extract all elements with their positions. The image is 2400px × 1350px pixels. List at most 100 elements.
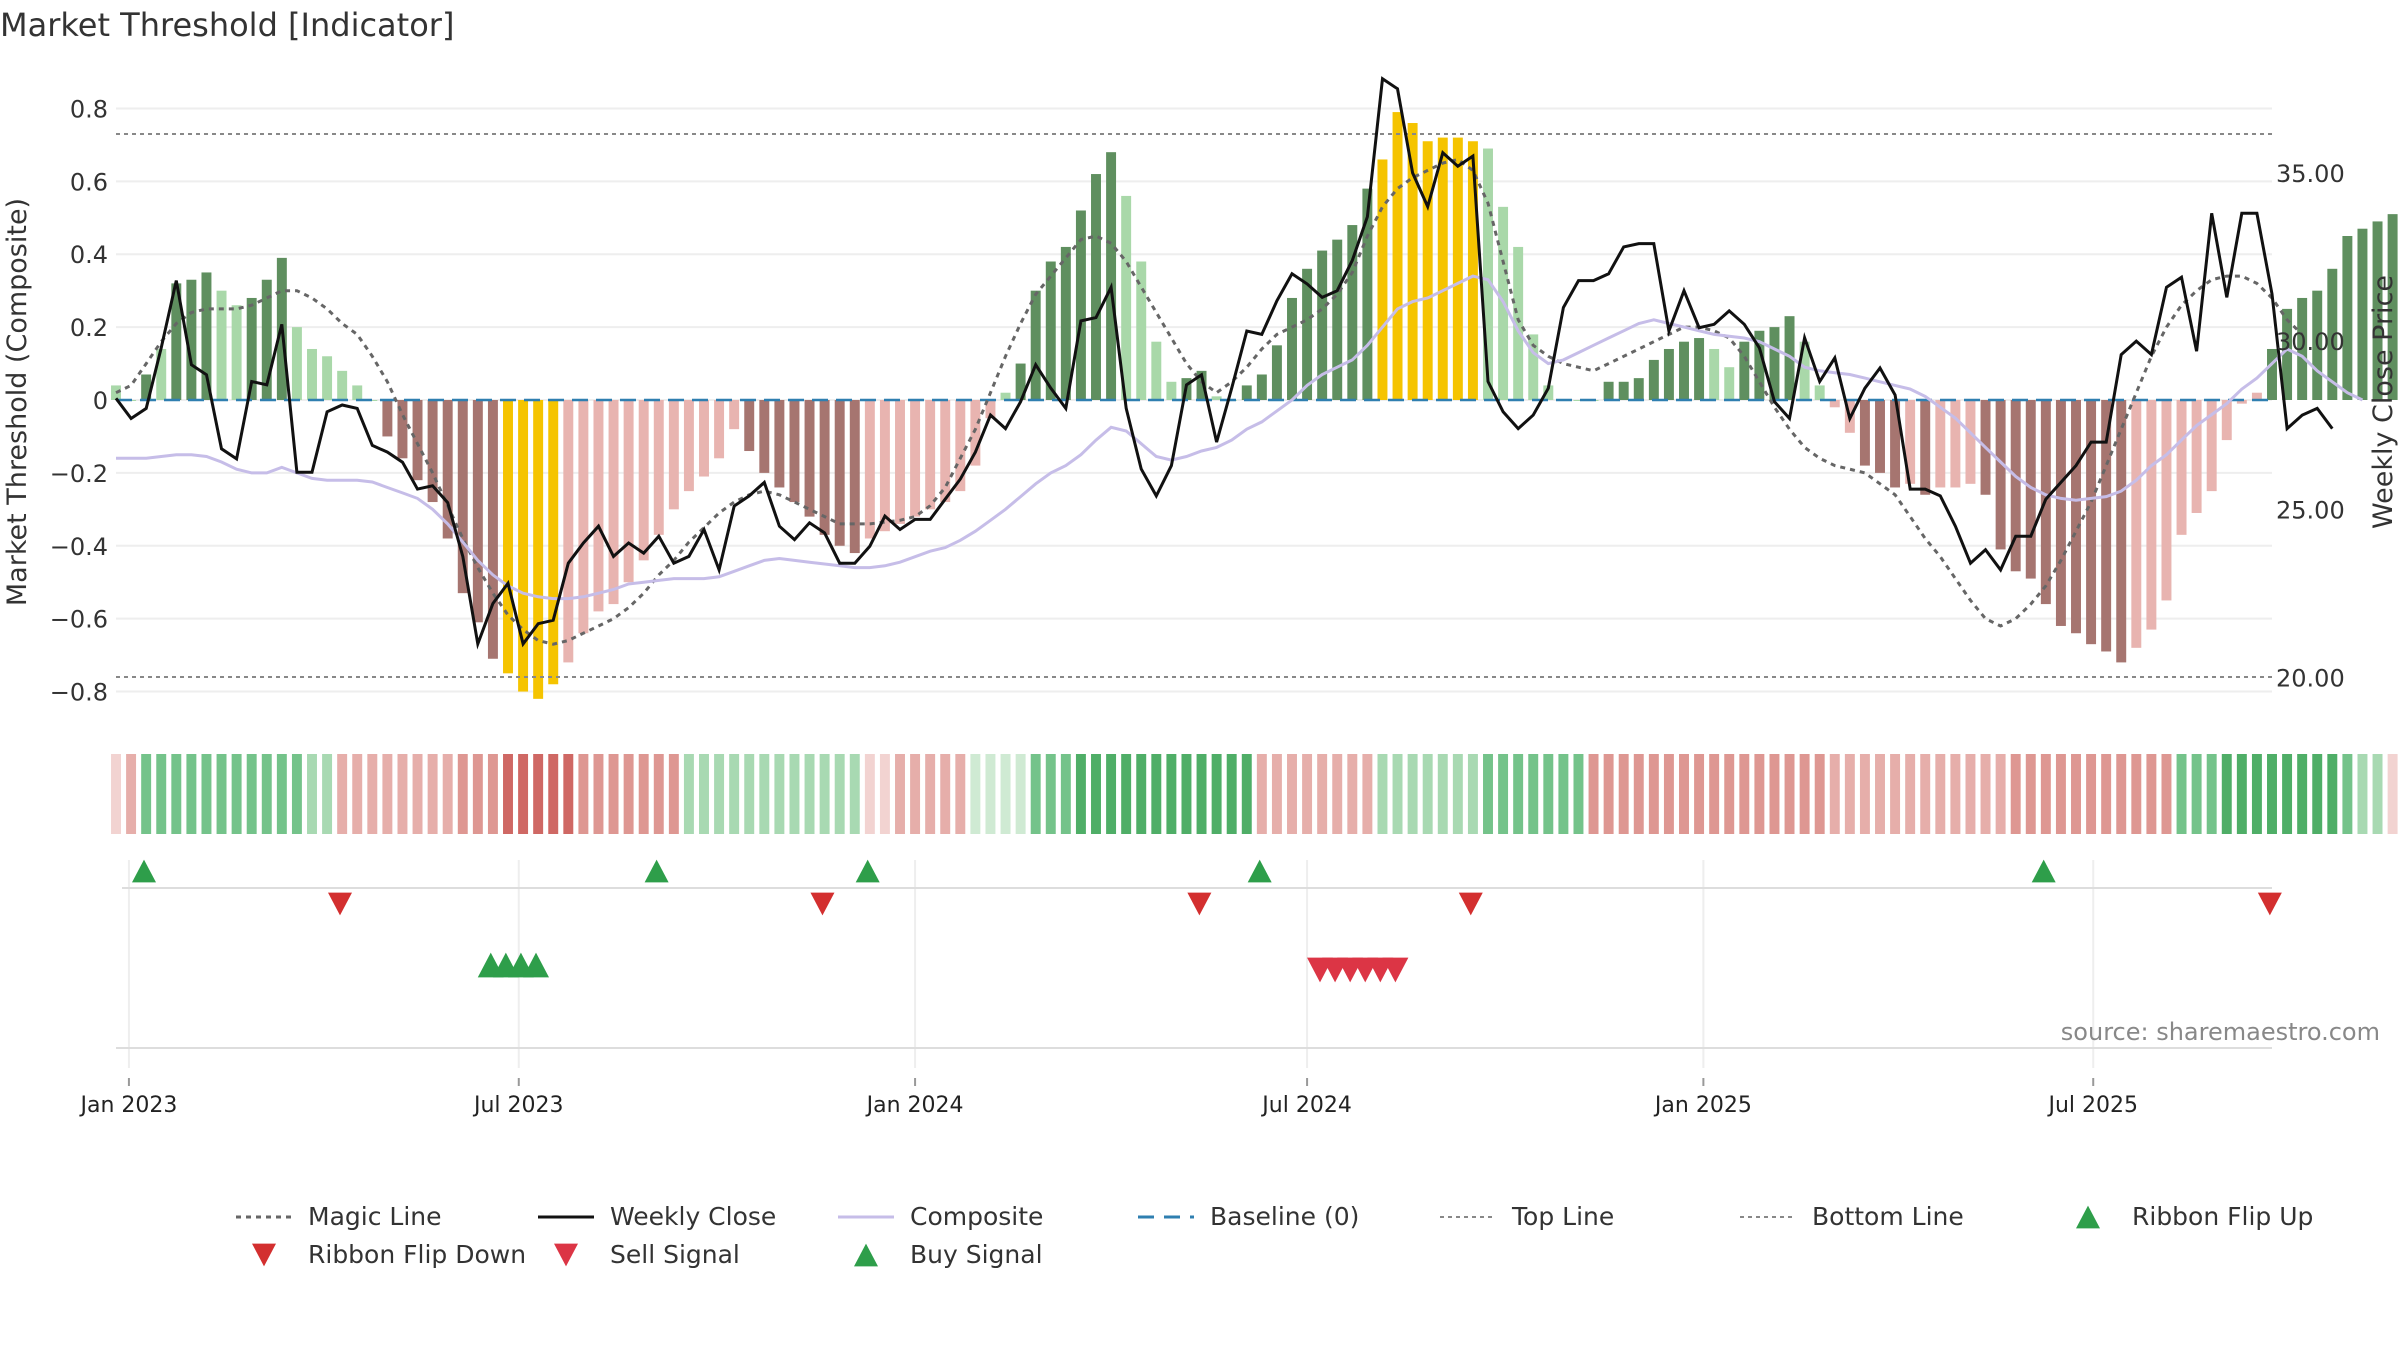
histogram-bar xyxy=(1106,152,1117,400)
ribbon-segment xyxy=(1060,754,1071,834)
legend-label: Sell Signal xyxy=(610,1240,740,1269)
histogram-bar xyxy=(472,400,483,623)
histogram-bar xyxy=(1905,400,1916,484)
ribbon-segment xyxy=(1965,754,1976,834)
ribbon-segment xyxy=(1422,754,1433,834)
ribbon-segment xyxy=(1875,754,1885,834)
histogram-bar xyxy=(1196,370,1207,400)
histogram-bar xyxy=(1618,381,1629,400)
ribbon-segment xyxy=(1377,754,1388,834)
ribbon-segment xyxy=(216,754,227,834)
histogram-bar xyxy=(1287,297,1297,400)
source-note: source: sharemaestro.com xyxy=(2061,1018,2380,1046)
ribbon-segment xyxy=(1151,754,1162,834)
ribbon-segment xyxy=(1483,754,1493,834)
ribbon-segment xyxy=(1890,754,1901,834)
histogram-bar xyxy=(246,297,257,400)
histogram-bar xyxy=(1724,367,1735,400)
ribbon-flip-up-marker xyxy=(2031,859,2056,883)
histogram-bar xyxy=(849,400,860,554)
ribbon-segment xyxy=(1995,754,2006,834)
ribbon-segment xyxy=(2086,754,2097,834)
ribbon-segment xyxy=(1769,754,1780,834)
histogram-bar xyxy=(1920,400,1931,495)
ribbon-segment xyxy=(261,754,272,834)
ribbon-segment xyxy=(246,754,257,834)
ribbon-segment xyxy=(1648,754,1659,834)
ribbon-segment xyxy=(1905,754,1916,834)
histogram-bar xyxy=(1317,250,1328,400)
histogram-bar xyxy=(518,400,529,692)
ribbon-segment xyxy=(1392,754,1403,834)
ribbon-segment xyxy=(2206,754,2217,834)
ribbon-segment xyxy=(1980,754,1991,834)
ribbon-segment xyxy=(925,754,936,834)
ribbon-segment xyxy=(1784,754,1795,834)
legend-label: Composite xyxy=(910,1202,1043,1231)
x-tick-label: Jan 2024 xyxy=(865,1093,964,1118)
histogram-bar xyxy=(548,400,559,685)
histogram-bar xyxy=(2131,400,2142,648)
ribbon-flip-markers xyxy=(132,859,2282,916)
histogram-bar xyxy=(1483,148,1493,400)
ribbon-segment xyxy=(2146,754,2157,834)
ribbon-segment xyxy=(1437,754,1448,834)
histogram-bar xyxy=(895,400,905,524)
histogram-bar xyxy=(322,356,333,400)
ribbon-segment xyxy=(1709,754,1720,834)
y-tick-label: 0.2 xyxy=(70,314,108,342)
ribbon-segment xyxy=(186,754,197,834)
legend-item: Ribbon Flip Up xyxy=(2076,1202,2313,1231)
histogram-bar xyxy=(1377,159,1388,400)
ribbon-flip-down-marker xyxy=(328,892,352,916)
ribbon-segment xyxy=(2236,754,2247,834)
ribbon-segment xyxy=(1920,754,1931,834)
histogram-bar xyxy=(774,400,785,488)
ribbon-segment xyxy=(2116,754,2127,834)
ribbon-segment xyxy=(1000,754,1011,834)
ribbon-segment xyxy=(412,754,423,834)
histogram-bar xyxy=(593,400,604,612)
histogram-bar xyxy=(1694,338,1705,400)
y-tick-label: 0.6 xyxy=(70,168,108,196)
legend-label: Bottom Line xyxy=(1812,1202,1964,1231)
ribbon-segment xyxy=(1724,754,1735,834)
legend-marker xyxy=(2076,1205,2100,1229)
ribbon-segment xyxy=(759,754,770,834)
histogram-bar xyxy=(2101,400,2112,652)
histogram-bar xyxy=(1995,400,2006,550)
ribbon-segment xyxy=(744,754,755,834)
histogram-bar xyxy=(623,400,634,583)
histogram-bar xyxy=(457,400,468,594)
histogram-bar xyxy=(2146,400,2157,630)
ribbon-segment xyxy=(397,754,408,834)
ribbon-segment xyxy=(608,754,619,834)
ribbon-segment xyxy=(1362,754,1373,834)
legend-label: Weekly Close xyxy=(610,1202,776,1231)
ribbon-segment xyxy=(955,754,966,834)
histogram-bar xyxy=(1890,400,1901,488)
ribbon-segment xyxy=(1407,754,1418,834)
histogram-bar xyxy=(729,400,740,430)
histogram-bar xyxy=(2372,221,2383,400)
ribbon-segment xyxy=(2101,754,2112,834)
histogram-bar xyxy=(2251,392,2262,400)
histogram-bar xyxy=(307,348,317,400)
y-tick-label: 0.4 xyxy=(70,241,108,269)
legend-label: Ribbon Flip Down xyxy=(308,1240,526,1269)
ribbon-segment xyxy=(699,754,709,834)
histogram-bar xyxy=(578,400,589,634)
ribbon-segment xyxy=(1814,754,1825,834)
histogram-bar xyxy=(1422,141,1433,400)
legend-item: Buy Signal xyxy=(854,1240,1043,1269)
histogram-bar xyxy=(1091,174,1101,400)
histogram-bar xyxy=(759,400,770,473)
histogram-bar xyxy=(1332,239,1343,400)
histogram-bar xyxy=(1965,400,1976,484)
ribbon-flip-down-marker xyxy=(1187,892,1212,916)
histogram-bar xyxy=(1769,327,1780,400)
histogram-bar xyxy=(231,305,242,400)
ribbon-segment xyxy=(1196,754,1207,834)
ribbon-segment xyxy=(1859,754,1870,834)
ribbon-flip-down-marker xyxy=(2257,892,2282,916)
